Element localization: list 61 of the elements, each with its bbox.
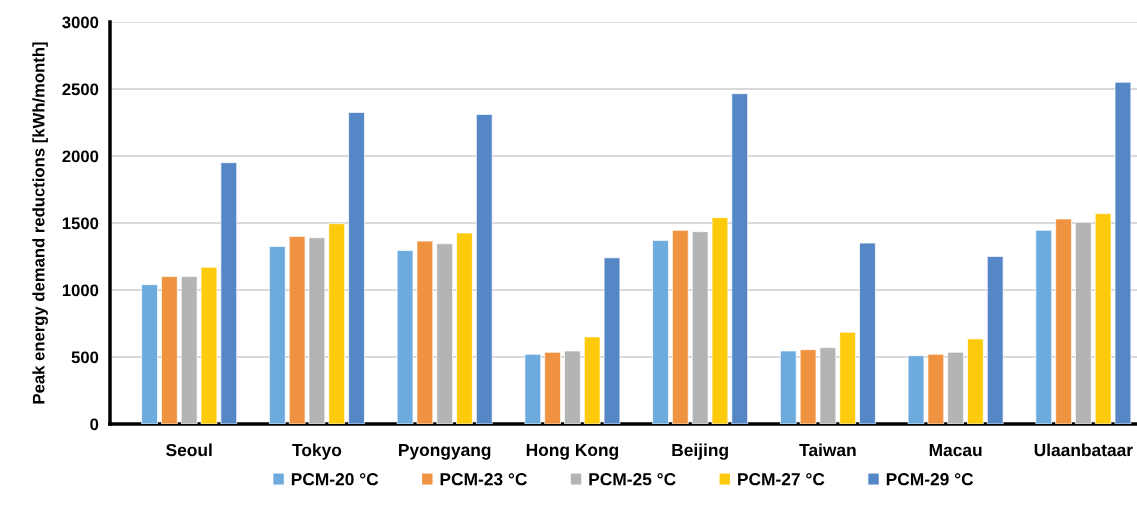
bar bbox=[308, 237, 326, 424]
bar bbox=[1055, 218, 1072, 424]
bar bbox=[780, 350, 797, 424]
bar bbox=[986, 256, 1004, 424]
y-tick-label: 2500 bbox=[62, 83, 99, 96]
y-tick-label: 3000 bbox=[62, 16, 99, 29]
legend-label: PCM-27 °C bbox=[738, 473, 825, 486]
bar bbox=[328, 223, 345, 424]
y-tick-label: 500 bbox=[71, 351, 99, 364]
bar bbox=[269, 246, 286, 424]
bar bbox=[288, 236, 306, 424]
bar bbox=[907, 355, 925, 424]
bar bbox=[544, 351, 561, 424]
bar bbox=[348, 112, 365, 424]
legend-label: PCM-25 °C bbox=[589, 473, 676, 486]
bar bbox=[711, 217, 729, 424]
bar bbox=[603, 257, 621, 424]
bar bbox=[967, 338, 984, 424]
bar bbox=[161, 276, 178, 424]
y-tick-label: 2000 bbox=[62, 150, 99, 163]
bar bbox=[652, 240, 669, 424]
bar bbox=[476, 114, 493, 424]
bar bbox=[1035, 230, 1053, 424]
bar bbox=[141, 284, 158, 424]
bar bbox=[691, 231, 709, 424]
bar bbox=[859, 242, 876, 424]
x-tick-label: Pyongyang bbox=[399, 444, 491, 460]
bar bbox=[947, 351, 964, 424]
y-tick-label: 1500 bbox=[62, 217, 99, 230]
bar bbox=[1075, 221, 1092, 424]
bar bbox=[220, 162, 238, 424]
bar bbox=[583, 336, 601, 424]
x-tick-label: Tokyo bbox=[292, 443, 342, 460]
bar bbox=[436, 243, 453, 424]
x-tick-label: Seoul bbox=[166, 443, 212, 457]
x-tick-label: Hong Kong bbox=[526, 444, 619, 460]
bar bbox=[396, 250, 414, 424]
x-tick-label: Beijing bbox=[672, 443, 728, 460]
bar bbox=[1114, 81, 1132, 424]
bar bbox=[672, 230, 689, 424]
y-tick-label: 1000 bbox=[62, 284, 99, 297]
x-tick-label: Macau bbox=[929, 444, 982, 457]
bar bbox=[200, 266, 218, 424]
legend-label: PCM-23 °C bbox=[440, 473, 527, 486]
legend-label: PCM-20 °C bbox=[291, 473, 379, 486]
bar bbox=[1094, 213, 1112, 424]
x-tick-label: Taiwan bbox=[799, 443, 856, 457]
bar bbox=[819, 347, 837, 424]
bar bbox=[564, 350, 581, 424]
bar bbox=[927, 353, 945, 424]
bar bbox=[416, 240, 434, 424]
bar bbox=[456, 232, 473, 424]
bar bbox=[180, 276, 198, 424]
x-tick-label: Ulaanbataar bbox=[1034, 443, 1133, 457]
y-tick-label: 0 bbox=[90, 418, 99, 431]
bar bbox=[524, 353, 542, 424]
y-axis-title: Peak energy demand reductions [kWh/month] bbox=[32, 42, 48, 404]
bar bbox=[799, 349, 817, 424]
bar bbox=[839, 331, 856, 424]
bar bbox=[731, 93, 749, 424]
legend-label: PCM-29 °C bbox=[886, 473, 974, 486]
